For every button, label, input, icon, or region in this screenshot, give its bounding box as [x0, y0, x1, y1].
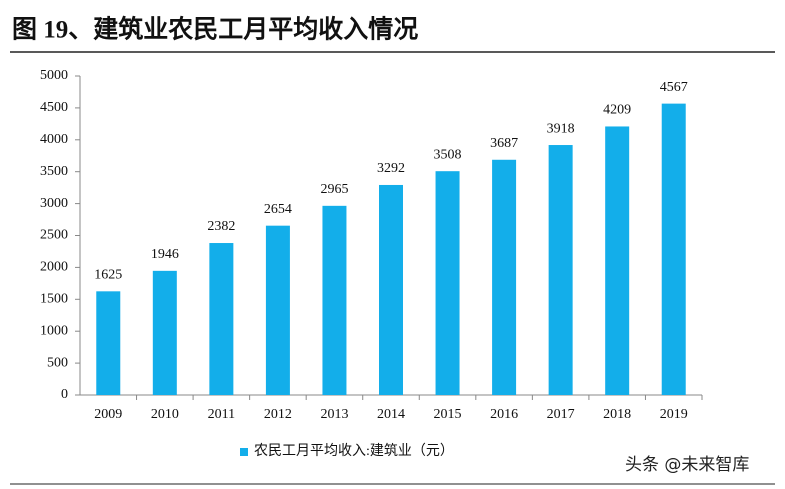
bar [492, 159, 517, 395]
x-tick-label: 2015 [434, 407, 462, 422]
bar [548, 145, 573, 395]
bar [605, 126, 630, 396]
y-tick-label: 1500 [40, 292, 68, 307]
y-tick-label: 4000 [40, 132, 68, 147]
x-tick-label: 2011 [208, 407, 235, 422]
y-tick-label: 0 [61, 387, 68, 402]
x-tick-label: 2014 [377, 407, 405, 422]
y-tick-label: 2000 [40, 260, 68, 275]
data-label: 1625 [94, 268, 122, 283]
legend-swatch [240, 448, 248, 456]
data-label: 1946 [151, 247, 179, 262]
data-label: 2654 [264, 202, 292, 217]
y-tick-label: 4500 [40, 100, 68, 115]
x-tick-label: 2019 [660, 407, 688, 422]
x-tick-label: 2016 [490, 407, 518, 422]
bar [435, 171, 460, 395]
y-tick-label: 500 [47, 355, 68, 370]
data-label: 4209 [603, 103, 631, 118]
data-label: 2965 [320, 182, 348, 197]
y-tick-label: 5000 [40, 68, 68, 83]
data-label: 4567 [660, 80, 688, 95]
y-tick-label: 1000 [40, 323, 68, 338]
y-tick-label: 3000 [40, 196, 68, 211]
legend-label: 农民工月平均收入:建筑业（元） [254, 443, 454, 459]
x-tick-label: 2017 [547, 407, 575, 422]
data-label: 3918 [547, 121, 575, 136]
bar [322, 205, 347, 395]
x-tick-label: 2013 [320, 407, 348, 422]
x-tick-label: 2009 [94, 407, 122, 422]
y-tick-label: 2500 [40, 228, 68, 243]
y-tick-label: 3500 [40, 164, 68, 179]
data-label: 3292 [377, 161, 405, 176]
chart-title: 图 19、建筑业农民工月平均收入情况 [12, 15, 418, 44]
bar [265, 225, 290, 395]
watermark: 头条 @未来智库 [625, 455, 749, 475]
x-tick-label: 2010 [151, 407, 179, 422]
data-label: 3508 [434, 147, 462, 162]
bar [379, 184, 403, 395]
bar [661, 103, 686, 395]
data-label: 2382 [207, 219, 235, 234]
bar [209, 243, 234, 395]
x-tick-label: 2012 [264, 407, 292, 422]
x-tick-label: 2018 [603, 407, 631, 422]
bar [96, 291, 121, 395]
bar [152, 270, 177, 395]
data-label: 3687 [490, 136, 518, 151]
